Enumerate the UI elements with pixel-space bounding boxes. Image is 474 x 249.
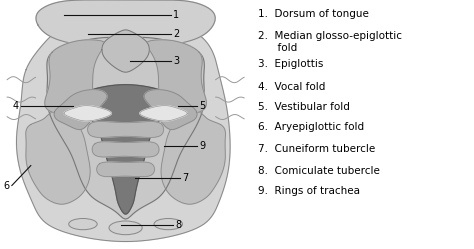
Ellipse shape bbox=[109, 221, 142, 235]
Polygon shape bbox=[140, 106, 187, 121]
Polygon shape bbox=[161, 109, 226, 204]
Polygon shape bbox=[36, 0, 215, 47]
Polygon shape bbox=[17, 25, 230, 242]
Polygon shape bbox=[144, 90, 197, 129]
Text: 4.  Vocal fold: 4. Vocal fold bbox=[258, 82, 326, 92]
Text: 5.  Vestibular fold: 5. Vestibular fold bbox=[258, 102, 350, 112]
Text: 9.  Rings of trachea: 9. Rings of trachea bbox=[258, 186, 360, 195]
Text: 6: 6 bbox=[3, 181, 9, 190]
Polygon shape bbox=[92, 142, 159, 157]
Text: 6.  Aryepiglottic fold: 6. Aryepiglottic fold bbox=[258, 122, 365, 132]
Text: 1.  Dorsum of tongue: 1. Dorsum of tongue bbox=[258, 9, 369, 19]
Polygon shape bbox=[45, 40, 105, 114]
Text: 4: 4 bbox=[13, 101, 19, 111]
Text: 7: 7 bbox=[182, 173, 189, 183]
Polygon shape bbox=[54, 90, 107, 129]
Text: 5: 5 bbox=[199, 101, 205, 111]
Ellipse shape bbox=[154, 219, 182, 230]
Polygon shape bbox=[88, 122, 164, 137]
Text: 9: 9 bbox=[199, 141, 205, 151]
Text: 3: 3 bbox=[173, 56, 179, 66]
Text: 2: 2 bbox=[173, 29, 179, 39]
Polygon shape bbox=[47, 37, 204, 219]
Text: 8.  Comiculate tubercle: 8. Comiculate tubercle bbox=[258, 166, 380, 176]
Text: 8: 8 bbox=[175, 220, 182, 230]
Text: 7.  Cuneiform tubercle: 7. Cuneiform tubercle bbox=[258, 144, 375, 154]
Polygon shape bbox=[26, 109, 90, 204]
Text: 1: 1 bbox=[173, 10, 179, 20]
Polygon shape bbox=[146, 40, 206, 114]
Text: 3.  Epiglottis: 3. Epiglottis bbox=[258, 59, 324, 68]
Polygon shape bbox=[80, 85, 172, 214]
Text: 2.  Median glosso-epiglottic
      fold: 2. Median glosso-epiglottic fold bbox=[258, 31, 402, 53]
Polygon shape bbox=[102, 30, 149, 72]
Polygon shape bbox=[97, 162, 155, 177]
Ellipse shape bbox=[69, 219, 97, 230]
Polygon shape bbox=[64, 106, 111, 121]
